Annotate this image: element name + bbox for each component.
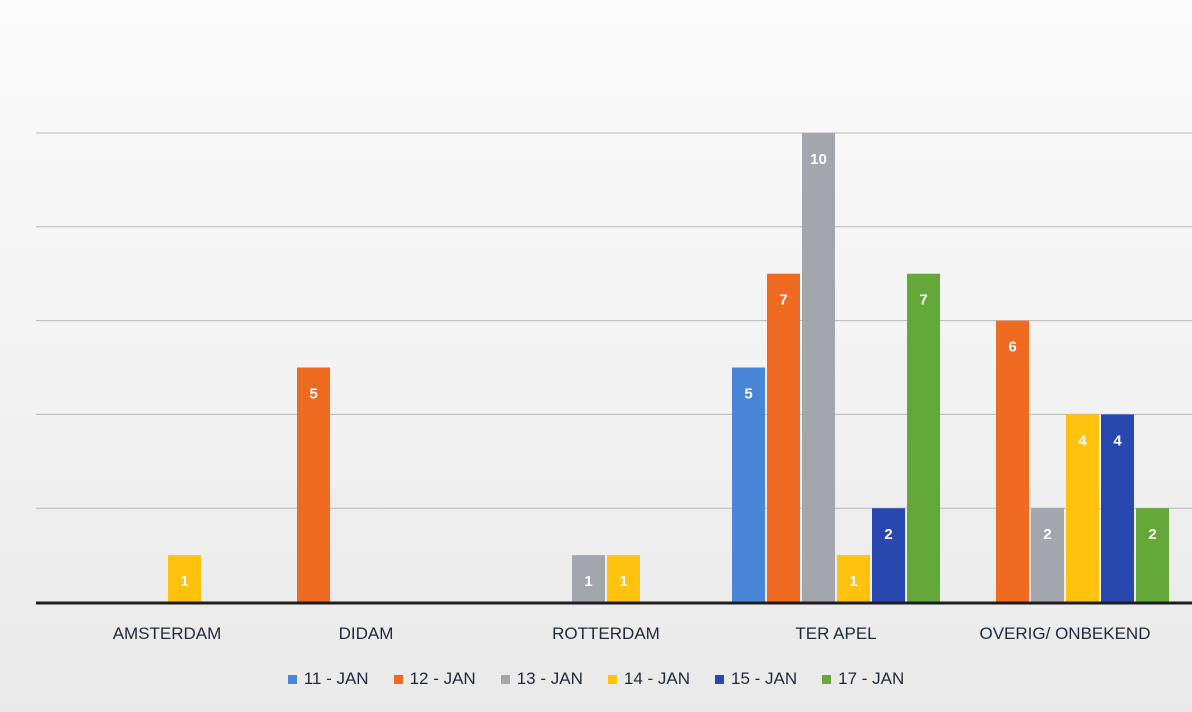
legend-item: 14 - JAN — [607, 669, 690, 689]
category-label: AMSTERDAM — [113, 624, 222, 643]
bar — [837, 555, 870, 602]
legend-swatch — [393, 674, 403, 684]
data-label: 4 — [1113, 432, 1122, 449]
legend-swatch — [715, 674, 724, 684]
legend-item: 17 - JAN — [822, 669, 904, 689]
data-label: 1 — [180, 573, 188, 590]
data-label: 2 — [1043, 526, 1051, 543]
bar — [1101, 414, 1134, 602]
category-label: DIDAM — [339, 624, 394, 643]
data-label: 5 — [309, 386, 317, 403]
legend-label: 11 - JAN — [303, 669, 369, 688]
legend-label: 13 - JAN — [516, 669, 583, 688]
category-label: ROTTERDAM — [552, 624, 660, 643]
bar — [1136, 508, 1169, 602]
legend: 11 - JAN 12 - JAN 13 - JAN 14 - JAN 15 - JAN… — [0, 669, 1192, 689]
legend-item: 11 - JAN — [287, 669, 369, 689]
legend-label: 17 - JAN — [838, 669, 905, 688]
bar — [1066, 414, 1099, 602]
data-label: 10 — [810, 151, 827, 168]
data-label: 7 — [779, 292, 787, 309]
bar — [732, 367, 765, 602]
bar — [907, 273, 940, 602]
legend-label: 14 - JAN — [623, 669, 690, 688]
legend-item: 13 - JAN — [500, 669, 583, 689]
category-label: OVERIG/ ONBEKEND — [980, 624, 1151, 643]
category-label: TER APEL — [795, 624, 876, 643]
data-label: 4 — [1078, 432, 1087, 449]
data-label: 6 — [1008, 339, 1016, 356]
data-label: 2 — [884, 526, 892, 543]
data-label: 1 — [849, 573, 857, 590]
bar — [802, 133, 835, 602]
bar — [607, 555, 640, 602]
data-label: 7 — [919, 292, 927, 309]
bar — [572, 555, 605, 602]
bar — [767, 273, 800, 602]
legend-swatch — [822, 674, 832, 684]
legend-label: 15 - JAN — [731, 669, 798, 688]
legend-swatch — [607, 674, 617, 684]
data-label: 1 — [619, 573, 627, 590]
bar — [872, 508, 905, 602]
data-label: 2 — [1148, 526, 1156, 543]
legend-swatch — [287, 674, 297, 684]
data-label: 1 — [584, 573, 592, 590]
legend-item: 12 - JAN — [393, 669, 476, 689]
legend-label: 12 - JAN — [409, 669, 476, 688]
legend-item: 15 - JAN — [715, 669, 797, 689]
legend-swatch — [500, 674, 510, 684]
bar — [168, 555, 201, 602]
bar — [996, 320, 1029, 602]
bar — [1031, 508, 1064, 602]
data-label: 5 — [744, 386, 752, 403]
bar — [297, 367, 330, 602]
